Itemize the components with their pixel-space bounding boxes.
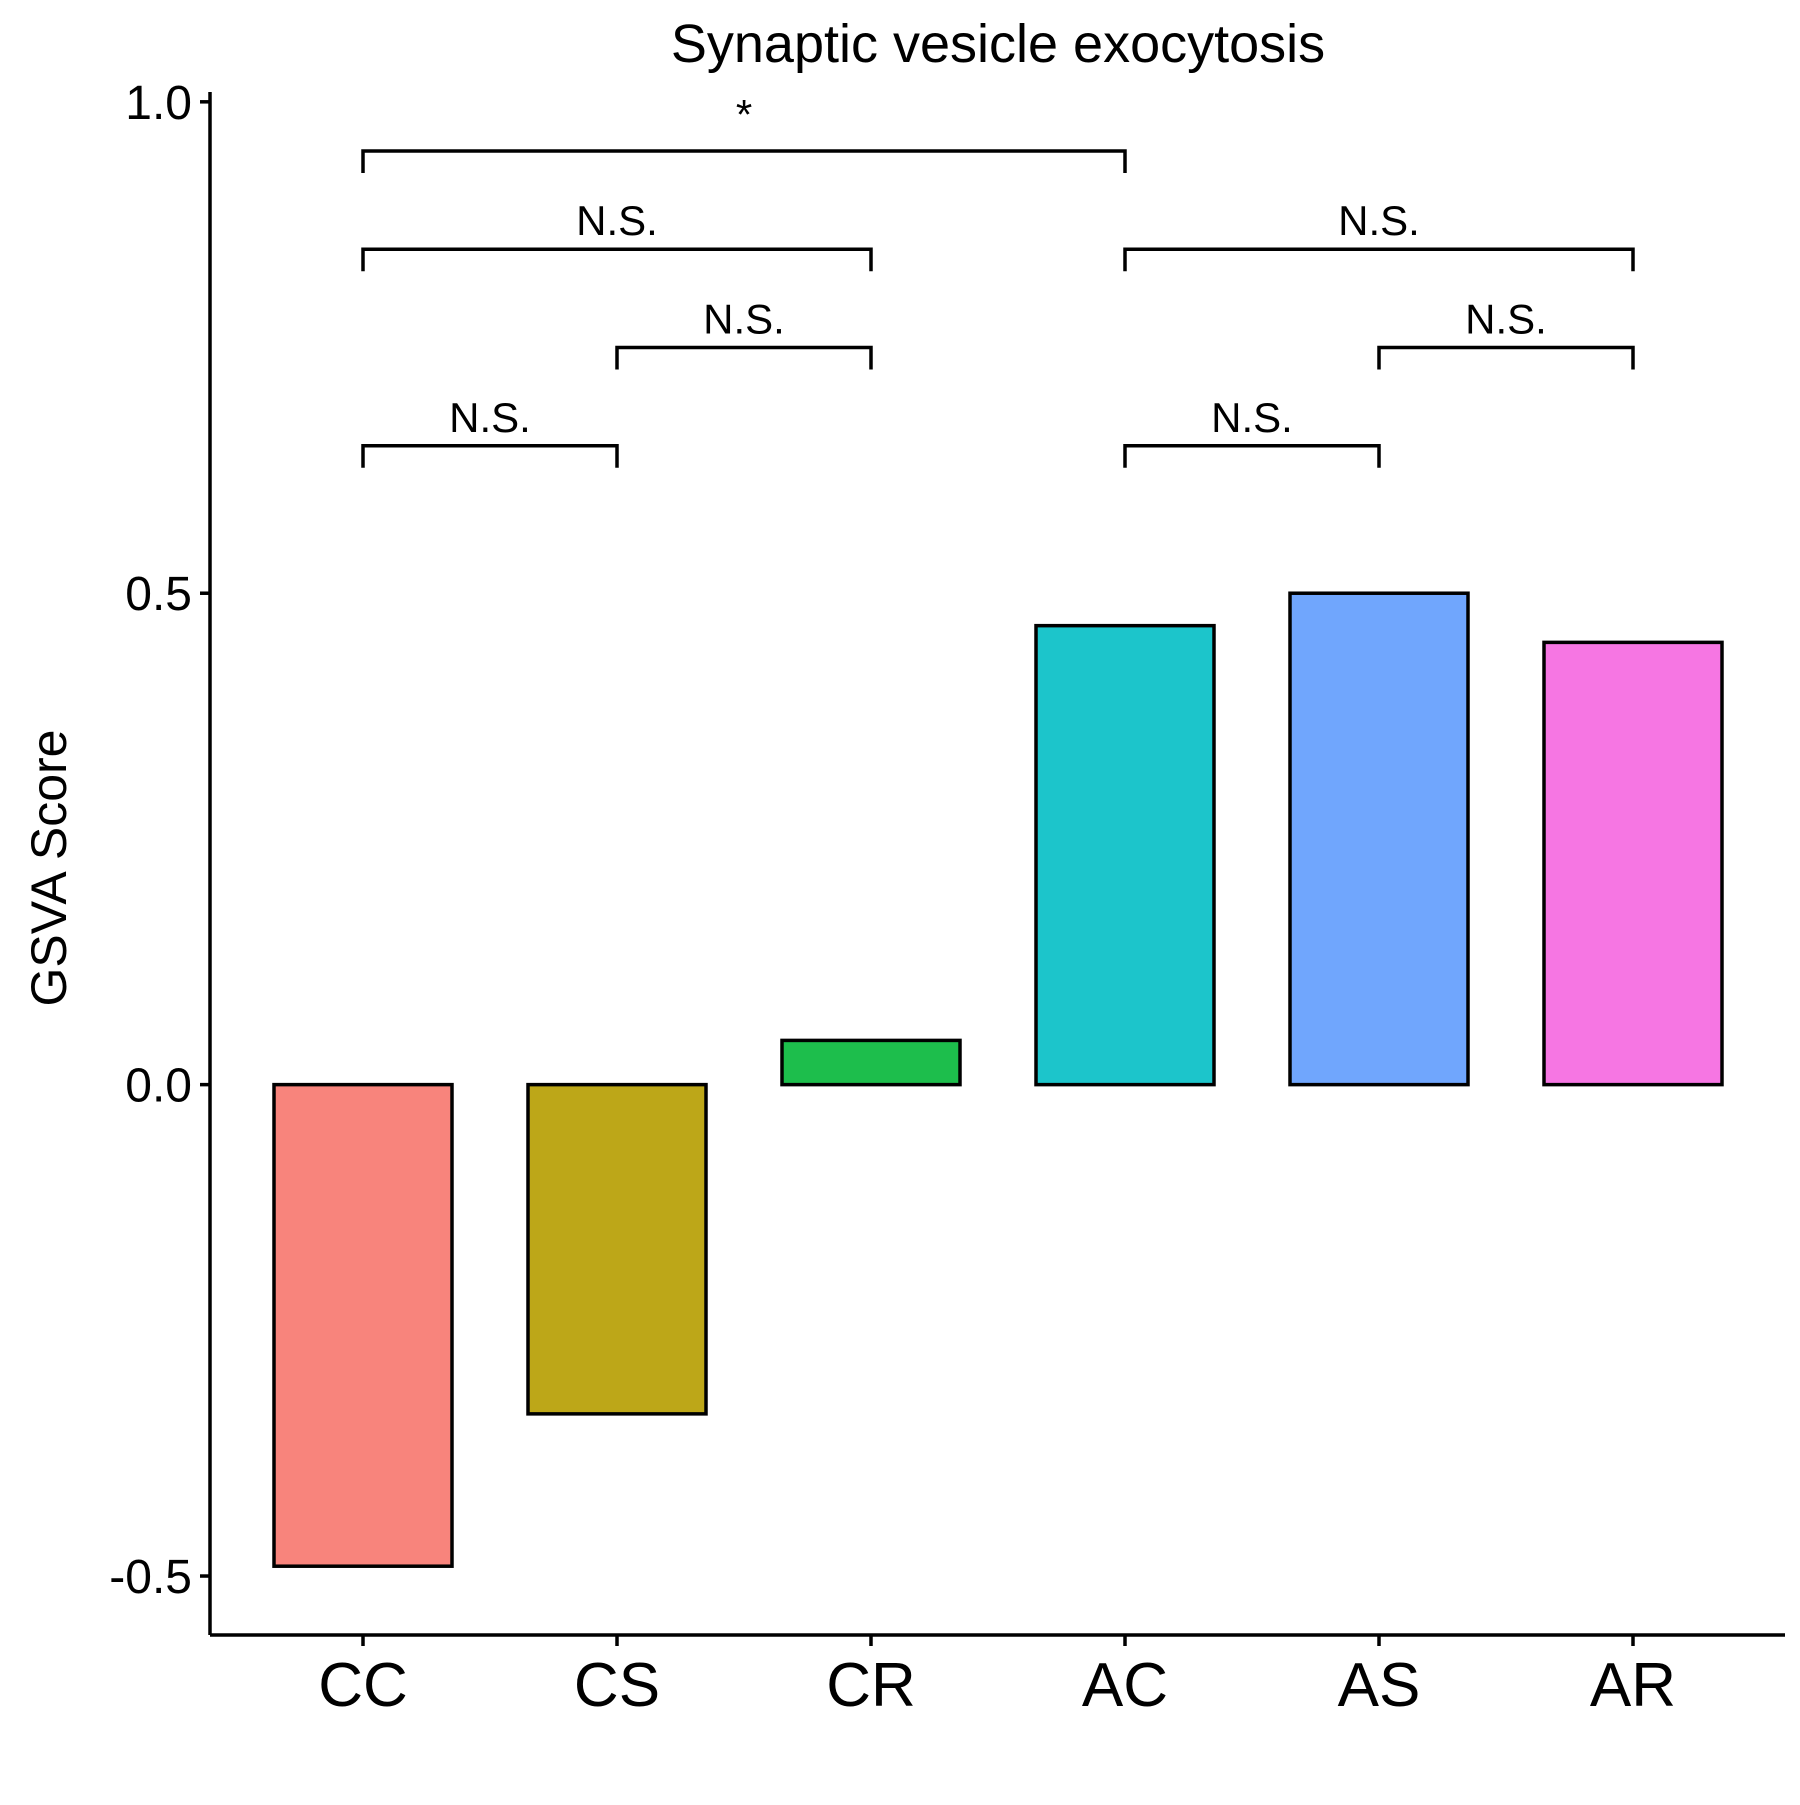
x-tick-label: AR: [1590, 1651, 1676, 1720]
significance-label: N.S.: [703, 296, 785, 343]
significance-label: N.S.: [449, 394, 531, 441]
x-tick-label: AS: [1338, 1651, 1421, 1720]
significance-bracket: [1377, 345, 1635, 370]
x-tick-label: CR: [826, 1651, 916, 1720]
y-tick-label: 0.5: [125, 568, 192, 621]
x-tick-label: AC: [1082, 1651, 1168, 1720]
y-tick-label: -0.5: [109, 1551, 192, 1604]
x-tick-label: CC: [318, 1651, 408, 1720]
y-tick-label: 0.0: [125, 1060, 192, 1113]
bar-as: [1288, 591, 1470, 1087]
significance-bracket: [361, 247, 873, 272]
bar-cs: [526, 1082, 708, 1416]
bar-cc: [272, 1082, 454, 1568]
bar-cr: [780, 1038, 962, 1087]
bar-ac: [1034, 623, 1216, 1087]
significance-bracket: [1123, 444, 1381, 468]
significance-label: *: [736, 91, 752, 138]
chart-title: Synaptic vesicle exocytosis: [671, 14, 1325, 74]
significance-bracket: [1123, 247, 1635, 272]
significance-label: N.S.: [1338, 197, 1420, 244]
significance-bracket: [615, 345, 873, 370]
bar-ar: [1542, 640, 1724, 1087]
significance-label: N.S.: [576, 197, 658, 244]
significance-bracket: [361, 149, 1127, 173]
plot-area: -0.5 0.0 0.5 1.0 CC CS CR AC AS AR N.S. N.S. N.S. * N.…: [109, 77, 1785, 1720]
significance-label: N.S.: [1465, 296, 1547, 343]
y-axis-label: GSVA Score: [21, 730, 77, 1007]
y-tick-label: 1.0: [125, 77, 192, 130]
x-tick-label: CS: [574, 1651, 660, 1720]
significance-bracket: [361, 444, 619, 468]
significance-label: N.S.: [1211, 394, 1293, 441]
